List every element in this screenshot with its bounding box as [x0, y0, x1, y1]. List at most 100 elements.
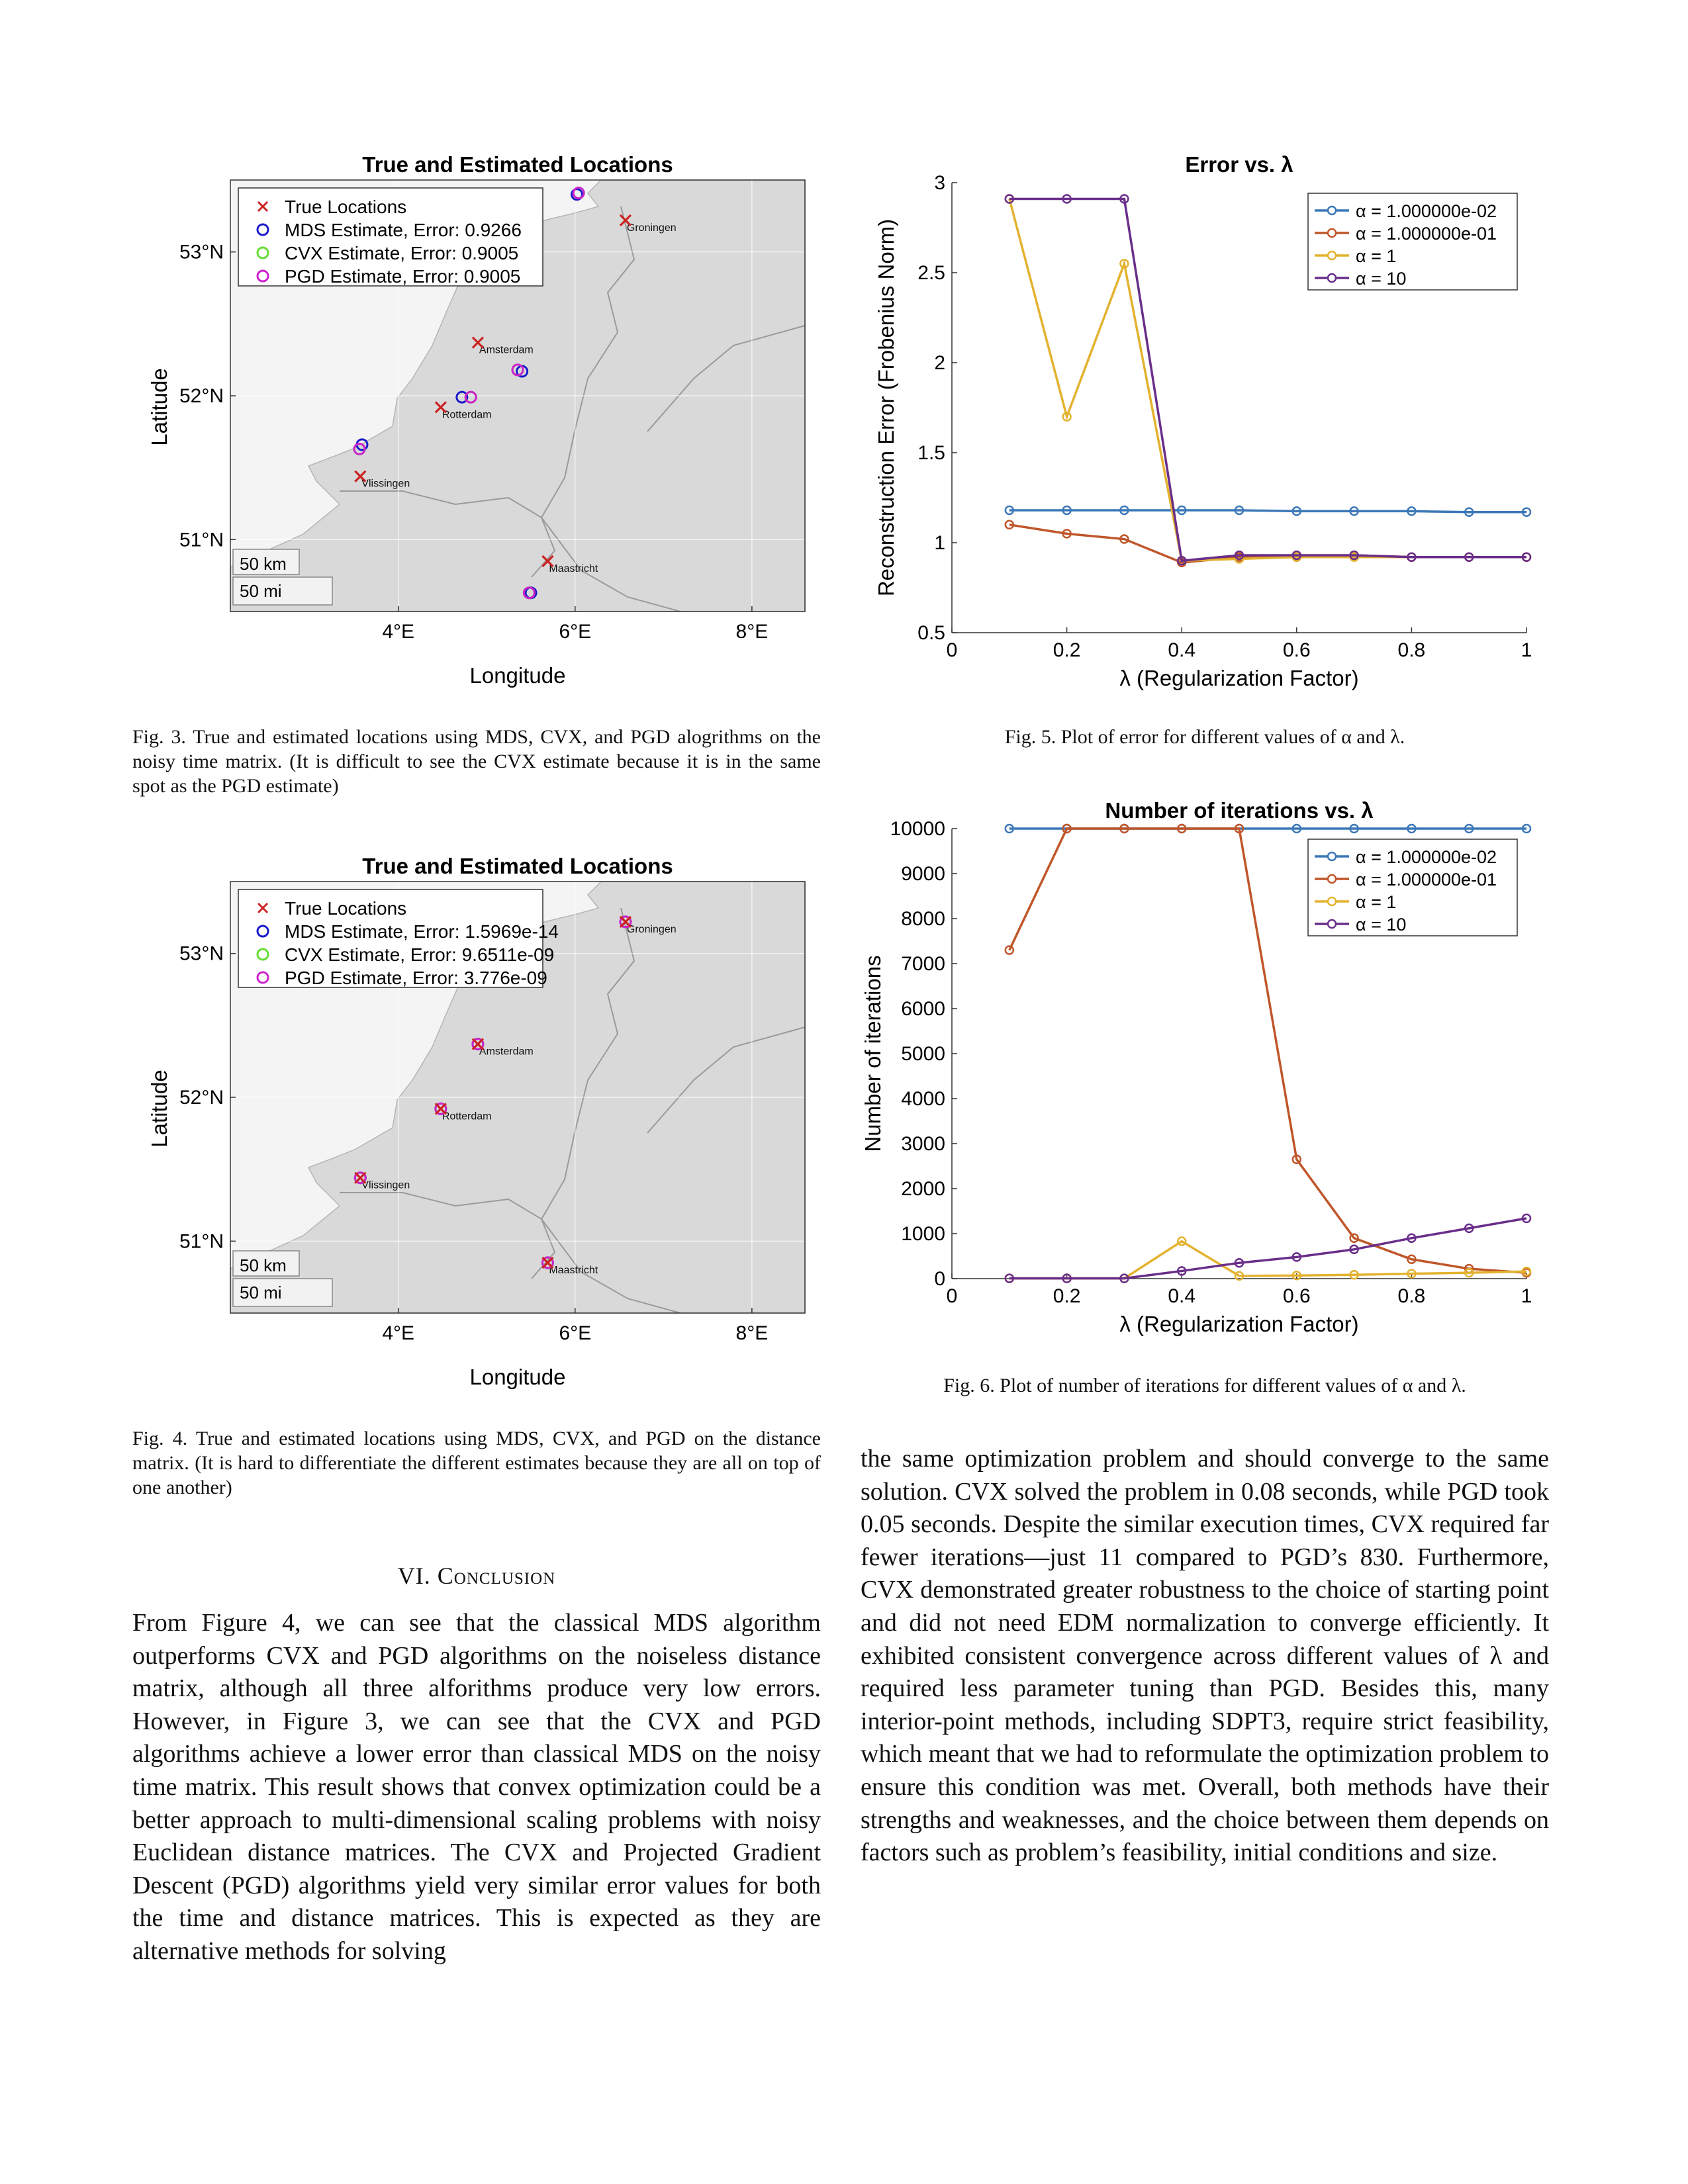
estimate-marker	[455, 390, 469, 404]
data-point	[1407, 1269, 1417, 1279]
chart-title: Number of iterations vs. λ	[1105, 798, 1373, 823]
map-plot-area: 4°E 6°E 8°E 53°N 52°N 51°N Groningen Amsterdam R…	[179, 179, 806, 643]
y-tick-label: 6000	[901, 998, 945, 1020]
data-point	[1062, 529, 1072, 539]
data-point	[1521, 552, 1532, 563]
country-border	[531, 907, 635, 1279]
data-point	[1407, 1233, 1417, 1244]
data-point	[1464, 507, 1474, 518]
data-point	[1176, 1266, 1187, 1276]
estimate-marker	[522, 586, 536, 600]
legend-label: PGD Estimate, Error: 3.776e-09	[285, 968, 547, 988]
data-point	[1291, 1154, 1302, 1165]
country-border	[647, 1026, 806, 1134]
estimate-marker	[541, 1256, 554, 1269]
legend-marker	[1327, 919, 1337, 929]
legend-marker	[256, 971, 269, 984]
legend-marker	[256, 925, 269, 938]
y-tick-label: 7000	[901, 953, 945, 975]
y-axis-label: Latitude	[147, 368, 171, 445]
figure-5-caption: Fig. 5. Plot of error for different valu…	[1004, 726, 1405, 748]
y-tick-label: 2.5	[917, 262, 945, 284]
section-title: Conclusion	[437, 1563, 556, 1589]
data-point	[1119, 259, 1129, 269]
true-location-marker	[354, 470, 367, 482]
data-point	[1119, 505, 1129, 516]
data-point	[1119, 1273, 1129, 1283]
x-tick-label: 6°E	[559, 1322, 591, 1344]
estimate-marker	[353, 442, 366, 455]
country-border	[541, 1218, 681, 1314]
data-point	[1291, 550, 1302, 561]
figure-4-map: True and Estimated Locations 4°E 6°E 8°E 53…	[147, 854, 806, 1389]
y-axis-label: Number of iterations	[861, 955, 885, 1152]
x-tick-label: 8°E	[736, 1322, 769, 1344]
legend-marker	[256, 269, 269, 283]
city-label: Groningen	[627, 222, 677, 234]
city-label: Maastricht	[549, 1265, 598, 1276]
data-point	[1464, 1267, 1474, 1278]
legend-label: α = 1	[1356, 246, 1396, 266]
data-point	[1234, 1257, 1244, 1268]
map-plot-area: 4°E 6°E 8°E 53°N 52°N 51°N Groningen Amsterdam R…	[179, 881, 806, 1344]
city-label: Amsterdam	[479, 1046, 534, 1058]
data-point	[1349, 1244, 1359, 1255]
figure-6-chart: Number of iterations vs. λ 0 0.2 0.4 0.6 0.8 1…	[861, 798, 1532, 1336]
true-location-marker	[541, 1256, 554, 1269]
figure-3-caption: Fig. 3. True and estimated locations usi…	[132, 726, 821, 797]
scale-bar-km-label: 50 km	[240, 554, 287, 574]
data-point	[1349, 1233, 1359, 1244]
legend-label: CVX Estimate, Error: 9.6511e-09	[285, 944, 554, 965]
data-point	[1004, 823, 1015, 834]
y-tick-label: 52°N	[179, 1087, 224, 1109]
legend-marker	[1327, 250, 1337, 261]
figure-3-map: True and Estimated Locations 4°E 6°E 8°E 53…	[147, 152, 806, 688]
data-point	[1291, 1252, 1302, 1262]
city-label: Vlissingen	[361, 478, 410, 490]
data-point	[1119, 823, 1129, 834]
country-border	[647, 325, 806, 432]
data-point	[1119, 534, 1129, 544]
figure-4-caption: Fig. 4. True and estimated locations usi…	[132, 1428, 821, 1498]
data-point	[1119, 194, 1129, 204]
legend-marker	[256, 948, 269, 961]
city-label: Rotterdam	[442, 1111, 492, 1122]
city-label: Groningen	[627, 924, 677, 935]
y-tick-label: 0.5	[917, 622, 945, 644]
scale-bar-km	[232, 549, 300, 575]
x-tick-label: 6°E	[559, 621, 591, 643]
data-point	[1004, 1273, 1015, 1283]
y-tick-label: 2	[934, 352, 945, 374]
x-axis-label: Longitude	[470, 663, 566, 688]
legend-label: MDS Estimate, Error: 0.9266	[285, 220, 522, 240]
true-location-marker	[619, 915, 632, 928]
series-line	[1009, 1217, 1527, 1280]
scale-bar-mi-label: 50 mi	[240, 1283, 282, 1302]
legend-label: PGD Estimate, Error: 0.9005	[285, 266, 520, 287]
map-title: True and Estimated Locations	[362, 854, 673, 878]
true-location-marker	[541, 555, 554, 568]
estimate-marker	[619, 915, 632, 929]
true-location-marker	[354, 1171, 367, 1184]
x-tick-label: 1	[1521, 1285, 1532, 1307]
x-tick-label: 4°E	[382, 621, 414, 643]
data-point	[1291, 1270, 1302, 1281]
section-heading: VI. Conclusion	[132, 1562, 821, 1590]
legend-box	[238, 187, 543, 287]
country-border	[541, 517, 681, 612]
data-point	[1234, 505, 1244, 516]
x-tick-label: 0	[947, 639, 958, 661]
data-point	[1521, 823, 1532, 834]
series-line	[1009, 197, 1526, 563]
x-tick-label: 0.8	[1398, 1285, 1426, 1307]
scale-bar-mi-label: 50 mi	[240, 581, 282, 601]
y-axis-label: Reconstruction Error (Frobenius Norm)	[874, 219, 898, 596]
data-point	[1176, 555, 1187, 566]
x-tick-label: 4°E	[382, 1322, 414, 1344]
x-tick-label: 0.6	[1283, 1285, 1311, 1307]
x-tick-label: 0.2	[1053, 639, 1081, 661]
chart-title: Error vs. λ	[1185, 152, 1293, 177]
data-point	[1407, 506, 1417, 516]
city-label: Rotterdam	[442, 409, 492, 420]
legend: True Locations MDS Estimate, Error: 0.926…	[238, 187, 543, 287]
